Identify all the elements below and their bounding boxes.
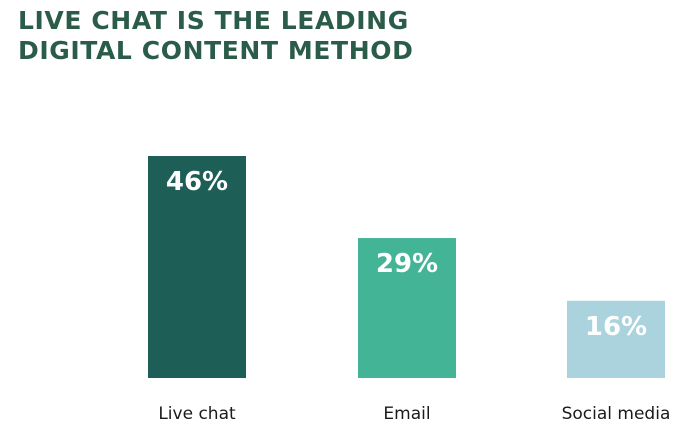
chart-title: LIVE CHAT IS THE LEADING DIGITAL CONTENT… [18,6,413,66]
category-label: Live chat [158,404,236,424]
category-label: Email [383,404,430,424]
bar-email [358,238,456,378]
chart-title-line-1: LIVE CHAT IS THE LEADING [18,6,409,35]
value-label: 16% [585,312,647,342]
category-label: Social media [562,404,671,424]
bar-social-media [567,300,665,378]
value-label: 46% [166,167,228,197]
bar-live-chat [148,156,246,378]
chart-title-line-2: DIGITAL CONTENT METHOD [18,36,414,65]
value-label: 29% [376,249,438,279]
